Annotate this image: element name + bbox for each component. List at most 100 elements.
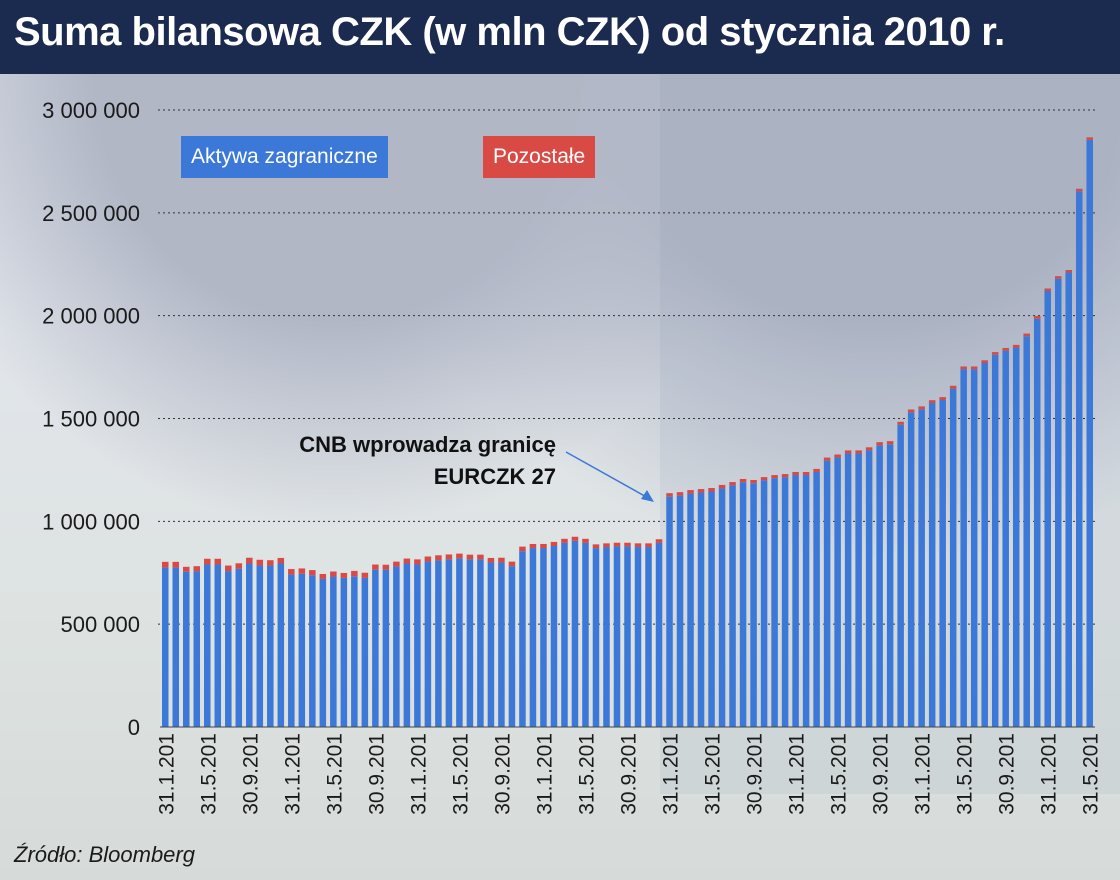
- bar-foreign-assets: [435, 560, 442, 727]
- bar-foreign-assets: [298, 573, 306, 727]
- bar-foreign-assets: [981, 362, 988, 727]
- x-tick-label: 30.9.201: [491, 733, 514, 815]
- bar-foreign-assets: [1065, 272, 1072, 727]
- bar-foreign-assets: [823, 460, 831, 727]
- bar-foreign-assets: [666, 496, 673, 727]
- bar-foreign-assets: [697, 492, 705, 727]
- bar-other: [487, 557, 495, 563]
- bar-other: [718, 484, 726, 489]
- bar-other: [760, 477, 768, 481]
- bar-foreign-assets: [876, 445, 883, 727]
- bar-foreign-assets: [246, 563, 253, 727]
- bar-other: [991, 352, 999, 355]
- y-tick-label: 3 000 000: [42, 98, 140, 123]
- bar-other: [970, 366, 978, 370]
- bar-foreign-assets: [918, 409, 925, 727]
- x-tick-label: 31.1.201: [533, 733, 556, 815]
- bar-other: [813, 468, 820, 472]
- bar-foreign-assets: [603, 547, 610, 727]
- x-tick-label: 31.5.201: [702, 733, 725, 815]
- bar-foreign-assets: [309, 575, 316, 727]
- bar-other: [508, 561, 516, 567]
- bar-other: [372, 564, 379, 570]
- bar-other: [288, 569, 295, 575]
- x-tick-label: 30.9.201: [870, 733, 893, 815]
- x-tick-label: 30.9.201: [996, 733, 1019, 815]
- bar-foreign-assets: [939, 399, 946, 727]
- y-tick-label: 500 000: [60, 612, 140, 637]
- bar-foreign-assets: [729, 485, 736, 727]
- bar-other: [687, 490, 694, 494]
- bar-other: [193, 566, 201, 572]
- bar-other: [865, 447, 873, 451]
- bar-foreign-assets: [319, 578, 327, 727]
- bar-other: [172, 561, 180, 568]
- bar-other: [403, 558, 411, 564]
- x-tick-label: 30.9.201: [239, 733, 262, 815]
- bar-foreign-assets: [708, 491, 715, 727]
- x-tick-label: 31.5.201: [323, 733, 346, 815]
- source-note: Źródło: Bloomberg: [14, 842, 195, 867]
- bar-foreign-assets: [267, 565, 274, 727]
- bar-foreign-assets: [1023, 336, 1030, 727]
- bar-foreign-assets: [330, 576, 337, 727]
- bar-other: [1023, 333, 1030, 337]
- bar-foreign-assets: [256, 565, 264, 727]
- bar-foreign-assets: [445, 559, 453, 727]
- bar-other: [771, 475, 778, 479]
- bar-foreign-assets: [571, 540, 579, 727]
- bar-foreign-assets: [855, 453, 862, 727]
- bar-other: [1075, 188, 1083, 192]
- x-tick-label: 31.1.201: [786, 733, 809, 815]
- legend-foreign-assets: Aktywa zagraniczne: [181, 136, 388, 178]
- bar-foreign-assets: [634, 547, 642, 727]
- bar-other: [540, 543, 547, 549]
- bar-foreign-assets: [970, 369, 978, 727]
- bar-other: [834, 454, 841, 458]
- bar-other: [1033, 316, 1041, 319]
- bar-other: [529, 543, 537, 549]
- bar-other: [1002, 347, 1009, 351]
- bar-foreign-assets: [1054, 278, 1062, 727]
- bar-other: [571, 536, 579, 541]
- bar-other: [781, 474, 789, 478]
- bar-other: [823, 457, 831, 461]
- bar-foreign-assets: [1012, 347, 1020, 727]
- bar-foreign-assets: [718, 488, 726, 727]
- bar-other: [676, 492, 684, 496]
- bar-foreign-assets: [813, 471, 820, 727]
- bar-foreign-assets: [172, 567, 180, 727]
- bar-foreign-assets: [1086, 139, 1094, 727]
- bar-foreign-assets: [214, 564, 222, 727]
- bar-foreign-assets: [844, 453, 852, 727]
- bar-other: [382, 564, 390, 570]
- x-tick-label: 31.1.201: [912, 733, 935, 815]
- x-tick-label: 31.5.201: [449, 733, 472, 815]
- bar-foreign-assets: [414, 564, 421, 727]
- x-tick-label: 31.5.201: [197, 733, 220, 815]
- bar-other: [582, 538, 589, 543]
- bar-foreign-assets: [361, 577, 369, 727]
- bar-foreign-assets: [834, 457, 841, 727]
- x-tick-label: 31.5.201: [1080, 733, 1103, 815]
- bar-other: [204, 558, 211, 565]
- bar-other: [603, 543, 610, 548]
- bar-foreign-assets: [802, 475, 810, 727]
- bar-other: [435, 555, 442, 561]
- bar-other: [960, 366, 967, 370]
- bar-other: [267, 560, 274, 566]
- bar-other: [855, 450, 862, 454]
- bar-other: [634, 543, 642, 548]
- bar-other: [161, 561, 169, 568]
- bar-foreign-assets: [161, 567, 169, 727]
- x-tick-label: 31.1.201: [660, 733, 683, 815]
- bar-foreign-assets: [792, 475, 799, 727]
- bar-foreign-assets: [466, 559, 474, 727]
- bar-foreign-assets: [519, 551, 526, 727]
- bar-chart: 0 500 000 1 000 000 1 500 000 2 000 000 2 500…: [42, 98, 1103, 815]
- bar-other: [792, 471, 799, 476]
- bar-foreign-assets: [372, 569, 379, 727]
- x-tick-label: 31.5.201: [575, 733, 598, 815]
- bar-foreign-assets: [687, 493, 694, 727]
- bar-other: [466, 554, 474, 560]
